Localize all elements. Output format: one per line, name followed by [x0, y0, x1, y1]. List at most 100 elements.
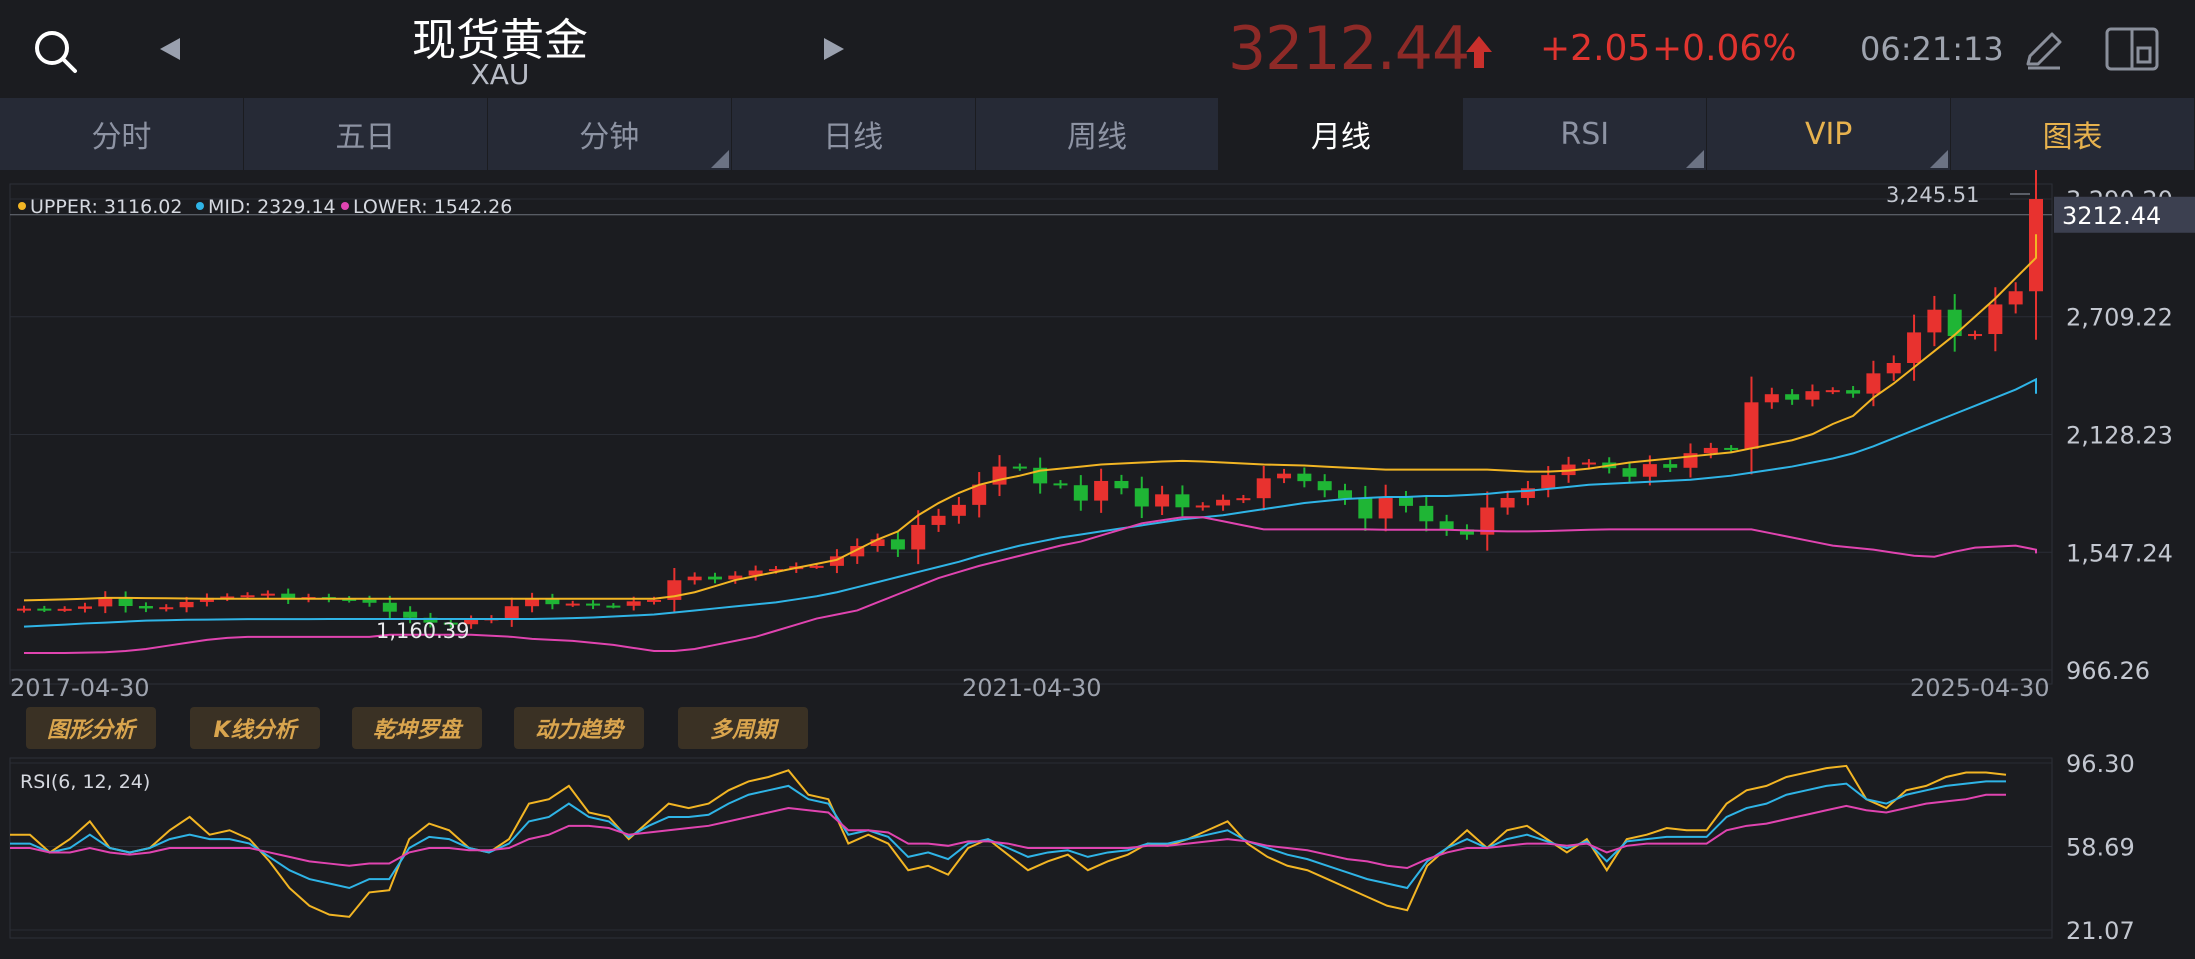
candle-body	[586, 603, 601, 606]
candle-body	[1744, 402, 1759, 449]
candle-body	[1236, 498, 1251, 501]
candle-body	[1216, 499, 1231, 506]
rsi-y-tick-label: 96.30	[2066, 750, 2135, 778]
candle-body	[1114, 480, 1129, 489]
search-icon[interactable]	[32, 28, 78, 74]
y-tick-label: 966.26	[2066, 657, 2150, 685]
candle-body	[342, 598, 357, 601]
period-tab-bar: 分时 五日 分钟 日线 周线 月线 RSI VIP 图表	[0, 98, 2195, 170]
candle-body	[1886, 363, 1901, 374]
candle-body	[1480, 507, 1495, 535]
price-change: +2.05	[1540, 28, 1651, 69]
candle-body	[1927, 309, 1942, 333]
candle-body	[1256, 478, 1271, 499]
tab-8[interactable]: 图表	[1951, 98, 2195, 170]
toolbar-button-4[interactable]: 多周期	[678, 707, 808, 749]
x-axis-label: 2021-04-30	[962, 674, 1101, 702]
candle-body	[748, 570, 763, 576]
up-arrow-icon	[1464, 34, 1494, 70]
candle-body	[17, 608, 31, 611]
last-price-tag-bg	[2054, 196, 2195, 233]
candle-body	[1317, 481, 1332, 491]
tab-label: 分钟	[579, 120, 640, 155]
rsi-line-2	[10, 793, 2006, 870]
min-value-label: 1,160.39	[376, 619, 470, 643]
tab-label: RSI	[1560, 116, 1610, 152]
candle-body	[1764, 394, 1779, 403]
candle-body	[1053, 483, 1068, 486]
candle-body	[1378, 497, 1393, 519]
candle-body	[606, 605, 621, 608]
candle-body	[1094, 480, 1109, 501]
candle-body	[931, 515, 946, 525]
candle-body	[1724, 447, 1739, 450]
tab-0[interactable]: 分时	[0, 98, 244, 170]
candle-body	[829, 556, 844, 566]
candle-body	[647, 599, 662, 602]
candle-body	[1642, 464, 1657, 477]
tab-4[interactable]: 周线	[976, 98, 1220, 170]
legend-dot	[196, 202, 204, 210]
pencil-icon[interactable]	[2020, 28, 2066, 74]
candle-body	[199, 597, 214, 602]
prev-arrow-icon[interactable]	[158, 36, 184, 62]
tab-6[interactable]: RSI	[1463, 98, 1708, 170]
candle-body	[1134, 488, 1149, 507]
candle-body	[1398, 497, 1413, 506]
candle-body	[1785, 394, 1800, 400]
layout-toggle-icon[interactable]	[2104, 26, 2160, 72]
candle-body	[362, 599, 377, 603]
dropdown-corner-icon	[1686, 150, 1705, 168]
candle-body	[870, 539, 885, 547]
legend-dot	[341, 202, 349, 210]
candle-body	[260, 593, 275, 596]
candle-body	[525, 598, 540, 607]
candle-body	[687, 576, 702, 581]
tab-label: 五日	[335, 120, 396, 155]
legend-dot	[18, 202, 26, 210]
candle-body	[1338, 490, 1353, 499]
candle-body	[37, 608, 52, 611]
tab-label: VIP	[1804, 116, 1853, 152]
y-tick-label: 1,547.24	[2066, 539, 2173, 567]
tab-3[interactable]: 日线	[732, 98, 976, 170]
toolbar-button-0[interactable]: 图形分析	[26, 707, 156, 749]
tab-1[interactable]: 五日	[244, 98, 488, 170]
toolbar-button-2[interactable]: 乾坤罗盘	[352, 707, 482, 749]
candle-body	[850, 546, 865, 557]
rsi-chart[interactable]: 96.30 58.69 21.07 RSI(6, 12, 24)	[0, 750, 2195, 959]
candle-body	[1947, 309, 1962, 337]
candle-body	[707, 576, 722, 580]
tab-5[interactable]: 月线	[1219, 98, 1464, 170]
candle-body	[220, 596, 235, 599]
tab-7[interactable]: VIP	[1707, 98, 1952, 170]
tab-label: 图表	[2042, 120, 2103, 155]
candle-body	[1500, 497, 1515, 508]
candle-body	[159, 607, 174, 610]
candle-body	[403, 611, 418, 618]
candle-body	[1520, 488, 1535, 498]
candle-body	[626, 601, 641, 606]
candle-body	[423, 617, 438, 623]
tab-2[interactable]: 分钟	[488, 98, 732, 170]
toolbar-button-1[interactable]: K线分析	[190, 707, 320, 749]
candlestick-chart[interactable]: 3,290.202,709.222,128.231,547.24966.2632…	[0, 170, 2195, 710]
legend-label: MID: 2329.14	[208, 196, 336, 218]
candle-body	[1663, 464, 1678, 468]
legend-label: UPPER: 3116.02	[30, 196, 182, 218]
candle-body	[728, 575, 743, 580]
tab-label: 日线	[823, 120, 884, 155]
candle-body	[2008, 291, 2023, 305]
y-tick-label: 2,128.23	[2066, 422, 2173, 450]
next-arrow-icon[interactable]	[820, 36, 846, 62]
candle-body	[1155, 494, 1170, 507]
toolbar-button-3[interactable]: 动力趋势	[514, 707, 644, 749]
candle-body	[1439, 521, 1454, 530]
last-price-tag: 3212.44	[2062, 202, 2161, 230]
candle-body	[1459, 529, 1474, 535]
x-axis-label: 2017-04-30	[10, 674, 149, 702]
candle-body	[179, 601, 194, 608]
candle-body	[1297, 473, 1312, 482]
candle-body	[77, 606, 92, 609]
candle-body	[98, 597, 113, 607]
